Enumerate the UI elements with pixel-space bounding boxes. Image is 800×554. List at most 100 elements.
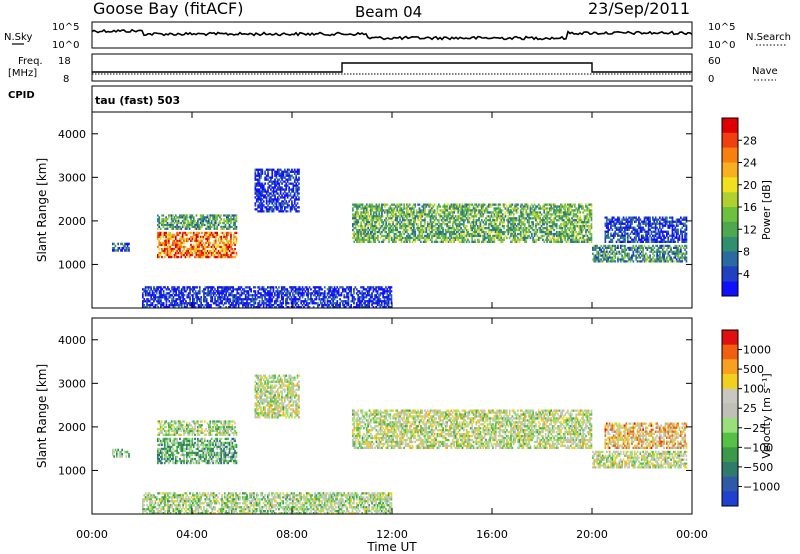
heatmap-cell [221, 239, 224, 243]
heatmap-cell [158, 223, 161, 227]
heatmap-cell [281, 196, 283, 199]
heatmap-cell [525, 209, 528, 212]
heatmap-cell [270, 176, 272, 179]
heatmap-cell [435, 240, 437, 243]
heatmap-cell [532, 238, 534, 241]
heatmap-cell [288, 200, 290, 203]
heatmap-cell [207, 294, 209, 297]
heatmap-cell [619, 230, 622, 233]
heatmap-cell [172, 227, 174, 230]
heatmap-cell [456, 238, 458, 241]
heatmap-cell [213, 222, 216, 225]
heatmap-cell [271, 170, 274, 173]
heatmap-cell [261, 184, 264, 187]
heatmap-cell [370, 203, 372, 206]
heatmap-cell [188, 223, 191, 227]
heatmap-cell [549, 228, 551, 232]
heatmap-cell [178, 298, 180, 301]
heatmap-cell [547, 203, 550, 206]
heatmap-cell [451, 221, 454, 224]
heatmap-cell [388, 207, 390, 210]
heatmap-cell [183, 237, 185, 241]
heatmap-cell [417, 227, 419, 230]
heatmap-cell [268, 192, 271, 195]
heatmap-cell [213, 253, 216, 257]
heatmap-cell [685, 244, 688, 247]
heatmap-cell [286, 202, 289, 205]
heatmap-cell [594, 246, 597, 249]
heatmap-cell [439, 225, 442, 228]
heatmap-cell [180, 253, 183, 257]
heatmap-cell [170, 216, 173, 219]
heatmap-cell [213, 245, 216, 249]
heatmap-cell [657, 258, 660, 261]
heatmap-cell [494, 203, 497, 206]
heatmap-cell [526, 221, 529, 224]
heatmap-cell [195, 225, 198, 228]
heatmap-cell [186, 247, 188, 251]
heatmap-cell [227, 231, 229, 235]
heatmap-cell [663, 260, 665, 263]
heatmap-cell [114, 249, 117, 252]
heatmap-cell [372, 207, 375, 210]
heatmap-cell [209, 218, 212, 221]
heatmap-cell [569, 225, 572, 228]
heatmap-cell [212, 292, 215, 295]
heatmap-cell [169, 290, 172, 293]
heatmap-cell [680, 216, 682, 219]
heatmap-cell [569, 219, 572, 222]
heatmap-cell [442, 234, 444, 238]
heatmap-cell [400, 238, 403, 241]
heatmap-cell [285, 172, 288, 175]
heatmap-cell [275, 188, 278, 191]
heatmap-cell [260, 186, 262, 189]
heatmap-cell [510, 232, 512, 236]
heatmap-cell [557, 205, 559, 208]
heatmap-cell [268, 186, 271, 189]
heatmap-cell [453, 232, 455, 236]
heatmap-cell [406, 207, 408, 210]
heatmap-cell [508, 209, 511, 212]
heatmap-cell [381, 221, 383, 224]
heatmap-cell [257, 188, 259, 191]
heatmap-cell [521, 221, 523, 224]
heatmap-cell [415, 209, 418, 212]
heatmap-cell [209, 227, 212, 230]
heatmap-cell [218, 292, 221, 295]
heatmap-cell [521, 211, 523, 214]
heatmap-cell [196, 298, 198, 301]
heatmap-cell [279, 210, 282, 213]
heatmap-cell [565, 211, 568, 214]
heatmap-cell [471, 225, 473, 228]
heatmap-cell [475, 234, 478, 238]
heatmap-cell [647, 222, 650, 225]
heatmap-cell [186, 251, 188, 255]
heatmap-cell [500, 230, 503, 234]
heatmap-cell [425, 213, 428, 216]
heatmap-cell [496, 219, 498, 222]
heatmap-cell [296, 206, 299, 209]
heatmap-cell [200, 302, 202, 305]
heatmap-cell [417, 234, 419, 238]
heatmap-cell [440, 230, 443, 234]
heatmap-cell [438, 219, 440, 222]
heatmap-cell [260, 206, 262, 209]
heatmap-cell [277, 206, 279, 209]
heatmap-cell [372, 236, 375, 240]
heatmap-cell [554, 238, 557, 241]
heatmap-cell [223, 214, 225, 217]
heatmap-cell [647, 240, 650, 243]
heatmap-cell [176, 216, 178, 219]
heatmap-cell [543, 215, 546, 218]
heatmap-cell [199, 214, 202, 217]
heatmap-cell [157, 288, 159, 291]
heatmap-cell [201, 214, 203, 217]
heatmap-cell [118, 247, 121, 250]
heatmap-cell [624, 232, 626, 235]
heatmap-cell [460, 230, 462, 234]
heatmap-cell [192, 302, 194, 305]
heatmap-cell [646, 234, 649, 237]
heatmap-cell [216, 233, 218, 237]
heatmap-cell [590, 209, 593, 212]
heatmap-cell [371, 223, 374, 226]
